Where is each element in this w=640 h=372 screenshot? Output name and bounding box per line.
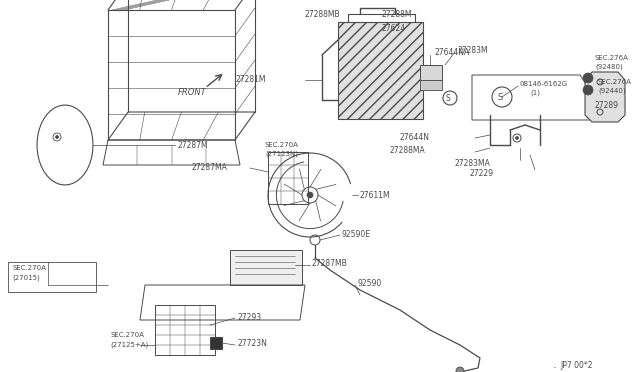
- Text: .: .: [553, 360, 557, 370]
- Circle shape: [456, 367, 464, 372]
- Text: 08146-6162G: 08146-6162G: [520, 81, 568, 87]
- Text: 92590E: 92590E: [342, 230, 371, 238]
- Text: 27624: 27624: [382, 23, 406, 32]
- Bar: [230, 250, 302, 285]
- Bar: [268, 152, 308, 204]
- Text: 27288MB: 27288MB: [305, 10, 340, 19]
- Text: SEC.276A: SEC.276A: [598, 79, 632, 85]
- Text: SEC.270A: SEC.270A: [110, 332, 144, 338]
- Bar: [420, 80, 442, 90]
- Circle shape: [583, 85, 593, 95]
- Text: SEC.270A: SEC.270A: [265, 142, 299, 148]
- Bar: [338, 22, 423, 119]
- Text: 27293: 27293: [237, 312, 261, 321]
- Text: 27287MA: 27287MA: [192, 163, 228, 171]
- Text: 27281M: 27281M: [235, 74, 266, 83]
- Text: 27289: 27289: [595, 100, 619, 109]
- Text: FRONT: FRONT: [178, 87, 207, 96]
- Text: 27611M: 27611M: [360, 190, 390, 199]
- Text: 27288MA: 27288MA: [390, 145, 426, 154]
- Text: (27123N): (27123N): [265, 151, 298, 157]
- Text: 27723N: 27723N: [237, 340, 267, 349]
- Text: (92440): (92440): [598, 88, 626, 94]
- Text: (27125+A): (27125+A): [110, 342, 148, 348]
- Bar: [210, 337, 222, 349]
- Circle shape: [307, 192, 313, 198]
- Text: S: S: [497, 93, 502, 102]
- Text: 27644N: 27644N: [400, 132, 430, 141]
- Text: 27287M: 27287M: [178, 141, 209, 150]
- Circle shape: [515, 137, 518, 140]
- Text: 27644NA: 27644NA: [435, 48, 470, 57]
- Text: SEC.276A: SEC.276A: [595, 55, 629, 61]
- Bar: [420, 65, 442, 80]
- Text: 27287MB: 27287MB: [312, 260, 348, 269]
- Text: 92590: 92590: [358, 279, 382, 288]
- Text: 27288M: 27288M: [382, 10, 413, 19]
- Bar: [8, 262, 96, 292]
- Text: S: S: [445, 93, 451, 103]
- Polygon shape: [585, 72, 625, 122]
- Text: (92480): (92480): [595, 64, 623, 70]
- Text: 27283MA: 27283MA: [455, 158, 491, 167]
- Text: (27015): (27015): [12, 275, 40, 281]
- Text: 27283M: 27283M: [458, 45, 488, 55]
- Text: 27229: 27229: [470, 169, 494, 177]
- Text: (1): (1): [530, 90, 540, 96]
- Text: SEC.270A: SEC.270A: [12, 265, 46, 271]
- Circle shape: [56, 135, 58, 138]
- Text: JP7 00*2: JP7 00*2: [560, 360, 593, 369]
- Circle shape: [583, 73, 593, 83]
